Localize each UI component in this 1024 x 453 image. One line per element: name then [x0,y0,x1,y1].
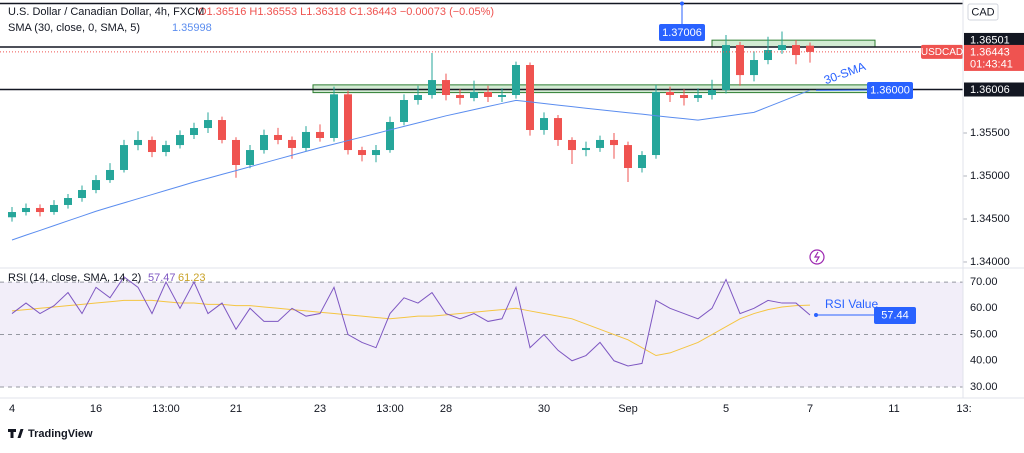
x-tick-label: 5 [723,403,729,415]
level-label: 1.36501 [970,34,1010,46]
candle-body [708,90,716,95]
candle-body [540,118,548,130]
symbol-label: USDCAD [921,47,963,58]
candle-body [554,118,562,140]
level-callout: 1.37006 [662,27,702,39]
y-tick-label: 1.35500 [970,127,1010,139]
x-tick-label: 28 [440,403,452,415]
candle-body [386,122,394,150]
candle-body [666,92,674,95]
candle-body [414,95,422,100]
candle-body [22,208,30,212]
x-tick-label: 4 [9,403,15,415]
candle-body [316,132,324,138]
currency: CAD [971,6,994,18]
y-tick-label: 50.00 [970,328,998,340]
candle-body [750,60,758,75]
y-tick-label: 1.35000 [970,170,1010,182]
x-tick-label: 13: [956,403,971,415]
candle-body [596,140,604,148]
candle-body [512,65,520,95]
candle-body [302,132,310,148]
candle-body [526,65,534,130]
candle-body [218,120,226,140]
y-tick-label: 30.00 [970,381,998,393]
candle-body [736,45,744,75]
candle-body [78,190,86,198]
candle-body [484,92,492,97]
countdown: 01:43:41 [970,58,1013,70]
y-tick-label: 1.34000 [970,256,1010,268]
candle-body [638,155,646,168]
footer: TradingView [28,428,93,440]
x-tick-label: 11 [888,403,899,415]
candle-body [92,180,100,190]
candle-body [232,140,240,165]
last-price: 1.36443 [970,46,1010,58]
sma-callout: 1.36000 [870,84,910,96]
candle-body [8,212,16,217]
candle-body [330,94,338,138]
candle-body [568,140,576,150]
y-tick-label: 70.00 [970,276,998,288]
candle-body [610,140,618,145]
x-tick-label: Sep [618,403,638,415]
y-tick-label: 1.34500 [970,213,1010,225]
candle-body [176,135,184,145]
candle-body [778,45,786,50]
candle-body [694,95,702,98]
candle-body [260,135,268,150]
candle-body [400,100,408,122]
callout-dot [680,2,684,6]
rsi-callout: 57.44 [881,309,909,321]
x-tick-label: 13:00 [152,403,180,415]
candle-body [428,80,436,95]
candle-body [50,205,58,212]
candle-body [36,208,44,212]
candle-body [624,145,632,168]
candle-body [652,92,660,155]
chart-title: U.S. Dollar / Canadian Dollar, 4h, FXCM [8,6,204,18]
candle-body [120,145,128,170]
candle-body [162,145,170,152]
candle-body [288,140,296,148]
candle-body [64,198,72,205]
candle-body [274,135,282,140]
rsi-title: RSI (14, close, SMA, 14, 2) [8,272,141,284]
x-tick-label: 7 [807,403,813,415]
candle-body [106,170,114,180]
candle-body [806,46,814,52]
candle-body [148,140,156,152]
x-tick-label: 13:00 [376,403,404,415]
rsi-annotation: RSI Value [825,297,878,311]
rsi-header-value: 57.47 [148,272,176,284]
candle-body [456,95,464,98]
candle-body [470,92,478,98]
candle-body [442,80,450,95]
level-label: 1.36006 [970,84,1010,96]
zone [313,85,868,93]
y-tick-label: 60.00 [970,302,998,314]
candle-body [582,148,590,150]
x-tick-label: 16 [90,403,102,415]
x-tick-label: 23 [314,403,326,415]
candle-body [246,150,254,165]
candle-body [680,95,688,98]
candle-body [358,150,366,155]
ohlc-label: O1.36516 H1.36553 L1.36318 C1.36443 −0.0… [198,6,494,18]
candle-body [498,95,506,97]
x-tick-label: 21 [230,403,242,415]
candle-body [372,150,380,155]
sma-legend: SMA (30, close, 0, SMA, 5) [8,22,140,34]
candle-body [134,140,142,145]
sma-legend-value: 1.35998 [172,22,212,34]
y-tick-label: 40.00 [970,355,998,367]
x-tick-label: 30 [538,403,550,415]
candle-body [190,128,198,135]
rsi-ma-header-value: 61.23 [178,272,206,284]
candle-body [792,45,800,55]
candle-body [204,120,212,128]
